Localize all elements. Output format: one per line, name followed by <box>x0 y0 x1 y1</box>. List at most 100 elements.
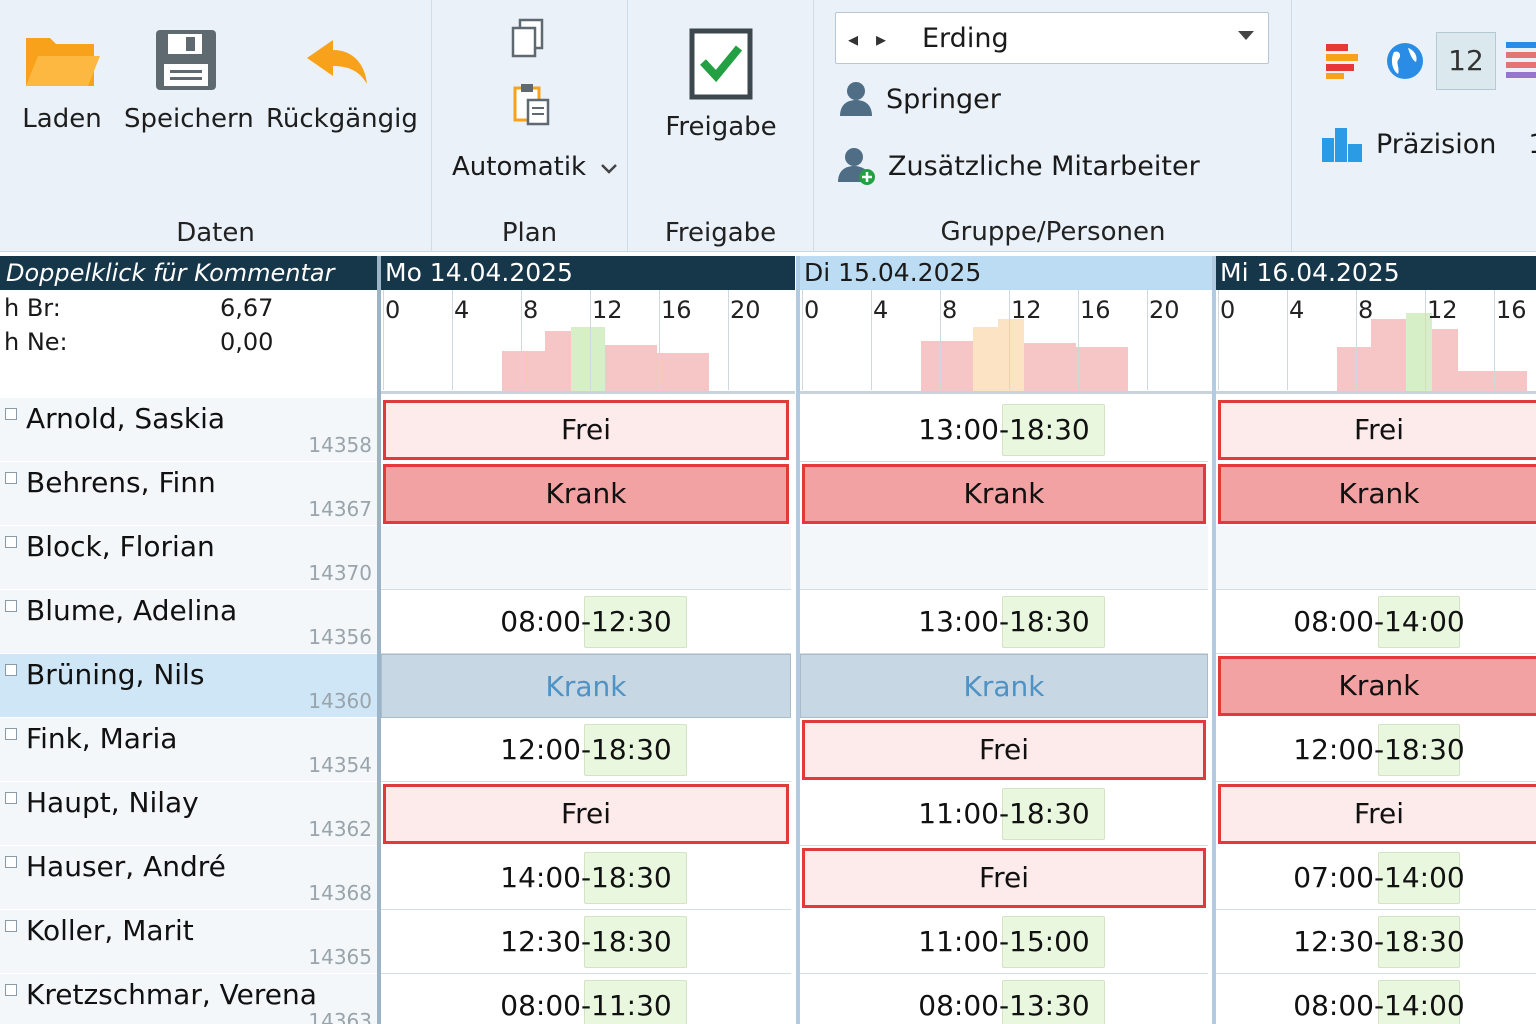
springer-button[interactable]: Springer <box>838 80 1001 118</box>
staffing-bar <box>544 331 571 391</box>
lines-color-icon[interactable] <box>1506 40 1536 80</box>
hour-tick-label: 0 <box>804 296 820 324</box>
employee-checkbox[interactable] <box>5 984 17 996</box>
prev-next-arrows-icon[interactable]: ◂▸ <box>848 27 905 51</box>
shift-cell[interactable]: Frei <box>802 720 1206 780</box>
shift-cell[interactable]: 08:00-14:00 <box>1216 590 1536 654</box>
employee-checkbox[interactable] <box>5 408 17 420</box>
employee-id: 14365 <box>308 945 372 969</box>
hour-gridline <box>1494 290 1495 390</box>
shift-cell[interactable]: Frei <box>802 848 1206 908</box>
employee-checkbox[interactable] <box>5 600 17 612</box>
speichern-button[interactable]: Speichern <box>124 28 254 134</box>
add-person-icon <box>838 148 875 185</box>
employee-checkbox[interactable] <box>5 856 17 868</box>
staffing-bar <box>501 351 545 391</box>
hour-gridline <box>383 290 384 390</box>
employee-checkbox[interactable] <box>5 536 17 548</box>
shift-cell[interactable]: Krank <box>383 464 789 524</box>
shift-cell[interactable]: Krank <box>381 654 791 718</box>
shift-cell[interactable]: Krank <box>1218 656 1536 716</box>
shift-cell[interactable]: 08:00-13:30 <box>800 974 1208 1024</box>
location-value: Erding <box>922 23 1009 54</box>
rueckgaengig-button[interactable]: Rückgängig <box>266 28 418 134</box>
shift-time-highlight <box>1377 724 1461 776</box>
shift-time-highlight <box>583 980 688 1024</box>
staffing-bar <box>1371 319 1406 391</box>
shift-cell[interactable]: 07:00-14:00 <box>1216 846 1536 910</box>
shift-cell[interactable]: Frei <box>383 400 789 460</box>
hour-tick-label: 4 <box>873 296 889 324</box>
group-gruppe-personen <box>814 0 1292 252</box>
employee-checkbox[interactable] <box>5 792 17 804</box>
shift-cell[interactable]: 11:00-18:30 <box>800 782 1208 846</box>
employee-row[interactable]: Arnold, Saskia 14358 <box>0 398 378 462</box>
shift-cell[interactable]: 08:00-11:30 <box>381 974 791 1024</box>
staffing-bar <box>920 341 973 391</box>
day-header-1[interactable]: Di 15.04.2025 <box>800 256 1212 290</box>
speichern-label: Speichern <box>124 104 254 134</box>
shift-cell[interactable]: Frei <box>1218 400 1536 460</box>
zusaetzliche-mitarbeiter-button[interactable]: Zusätzliche Mitarbeiter <box>838 146 1200 186</box>
employee-row[interactable]: Hauser, André 14368 <box>0 846 378 910</box>
employee-checkbox[interactable] <box>5 728 17 740</box>
laden-button[interactable]: Laden <box>20 28 104 134</box>
bar-chart-color-icon[interactable] <box>1326 42 1360 80</box>
shift-cell[interactable]: 08:00-14:00 <box>1216 974 1536 1024</box>
shift-cell[interactable]: 13:00-18:30 <box>800 590 1208 654</box>
copy-icon[interactable] <box>510 18 548 58</box>
dropdown-caret-icon[interactable] <box>1238 31 1254 40</box>
day-header-2[interactable]: Mi 16.04.2025 <box>1216 256 1536 290</box>
employee-id: 14368 <box>308 881 372 905</box>
employee-row[interactable]: Kretzschmar, Verena 14363 <box>0 974 378 1024</box>
shift-cell[interactable]: Krank <box>800 654 1208 718</box>
shift-cell[interactable]: 12:30-18:30 <box>1216 910 1536 974</box>
day-header-0[interactable]: Mo 14.04.2025 <box>381 256 795 290</box>
globe-icon[interactable] <box>1386 42 1424 80</box>
shift-time-highlight <box>1001 404 1105 456</box>
shift-cell[interactable]: 14:00-18:30 <box>381 846 791 910</box>
shift-cell-text: Frei <box>1354 797 1404 830</box>
freigabe-button[interactable]: Freigabe <box>662 28 780 142</box>
shift-cell[interactable]: 08:00-12:30 <box>381 590 791 654</box>
employee-row[interactable]: Haupt, Nilay 14362 <box>0 782 378 846</box>
clipboard-icon[interactable] <box>512 82 552 126</box>
shift-cell[interactable] <box>381 526 791 590</box>
shift-cell[interactable]: 12:00-18:30 <box>1216 718 1536 782</box>
shift-cell[interactable]: Krank <box>802 464 1206 524</box>
summary-label-br: h Br: <box>4 294 61 322</box>
shift-cell-text: 13:00-18:30 <box>918 605 1090 638</box>
hours-summary: h Br: 6,67 h Ne: 0,00 <box>0 290 378 394</box>
employee-checkbox[interactable] <box>5 920 17 932</box>
shift-cell[interactable]: Frei <box>383 784 789 844</box>
shift-cell[interactable]: 13:00-18:30 <box>800 398 1208 462</box>
left-column-divider[interactable] <box>377 256 381 1024</box>
shift-cell[interactable]: 11:00-15:00 <box>800 910 1208 974</box>
shift-cell-text: 08:00-14:00 <box>1293 989 1465 1022</box>
shift-cell[interactable]: 12:30-18:30 <box>381 910 791 974</box>
summary-value-br: 6,67 <box>220 294 274 322</box>
shift-cell[interactable] <box>1216 526 1536 590</box>
count-badge[interactable]: 12 <box>1436 32 1496 90</box>
shift-cell[interactable]: 12:00-18:30 <box>381 718 791 782</box>
employee-checkbox[interactable] <box>5 664 17 676</box>
shift-cell[interactable]: Frei <box>1218 784 1536 844</box>
staffing-bar <box>1024 343 1076 391</box>
shift-time-highlight <box>1377 980 1461 1024</box>
employee-row[interactable]: Koller, Marit 14365 <box>0 910 378 974</box>
shift-cell[interactable]: Krank <box>1218 464 1536 524</box>
shift-cell-text: 07:00-14:00 <box>1293 861 1465 894</box>
automatik-dropdown[interactable]: Automatik <box>452 152 618 182</box>
employee-row[interactable]: Brüning, Nils 14360 <box>0 654 378 718</box>
shift-cell[interactable] <box>800 526 1208 590</box>
employee-checkbox[interactable] <box>5 472 17 484</box>
hour-tick-label: 8 <box>523 296 539 324</box>
praezision-control[interactable]: Präzision 1 <box>1322 126 1536 162</box>
employee-row[interactable]: Blume, Adelina 14356 <box>0 590 378 654</box>
employee-row[interactable]: Block, Florian 14370 <box>0 526 378 590</box>
location-combobox[interactable]: ◂▸ Erding <box>835 12 1269 64</box>
shift-time-highlight <box>583 916 688 968</box>
hour-gridline <box>1009 290 1010 390</box>
employee-row[interactable]: Fink, Maria 14354 <box>0 718 378 782</box>
employee-row[interactable]: Behrens, Finn 14367 <box>0 462 378 526</box>
